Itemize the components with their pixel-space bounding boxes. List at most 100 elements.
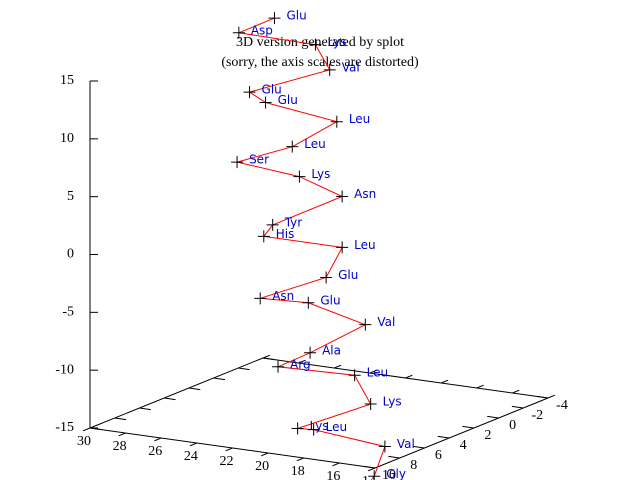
point	[232, 26, 245, 39]
x-tick	[369, 369, 377, 374]
point	[302, 296, 315, 309]
point	[307, 423, 320, 436]
x-tick	[296, 457, 304, 462]
x-tick	[154, 437, 162, 442]
x-tick-label: 16	[326, 469, 340, 480]
point-label: Glu	[278, 93, 298, 107]
z-tick-label: 5	[67, 189, 74, 204]
x-tick	[512, 389, 520, 394]
point-label: Leu	[349, 112, 370, 126]
x-tick-label: 30	[77, 434, 91, 449]
y-tick-label: -4	[556, 398, 568, 413]
point-label: Lys	[383, 395, 402, 409]
point	[231, 156, 244, 169]
point	[243, 86, 256, 99]
point-label: Lys	[311, 167, 330, 181]
x-tick	[440, 379, 449, 384]
z-tick-label: -10	[55, 362, 74, 377]
axis-line	[89, 357, 264, 429]
z-tick-label: 15	[60, 73, 74, 88]
y-tick	[213, 377, 226, 381]
point-label: Glu	[338, 268, 358, 282]
x-tick-label: 24	[184, 449, 198, 464]
point	[309, 38, 322, 51]
x-tick	[405, 374, 413, 379]
point	[293, 170, 306, 183]
x-tick	[367, 467, 376, 472]
z-tick-label: -15	[55, 420, 74, 435]
x-tick-label: 14	[362, 474, 376, 480]
x-tick	[82, 427, 91, 432]
point	[259, 96, 272, 109]
point-label: Leu	[354, 238, 375, 252]
y-tick	[511, 405, 524, 409]
point-label: Leu	[304, 137, 325, 151]
point-label: Asp	[251, 23, 273, 37]
point	[257, 230, 270, 243]
x-tick-label: 28	[113, 439, 127, 454]
point-label: Asn	[354, 187, 376, 201]
point-label: Leu	[367, 366, 388, 380]
point	[254, 292, 267, 305]
point-label: Ala	[322, 343, 341, 357]
y-tick	[164, 397, 176, 401]
point	[368, 470, 381, 480]
point-label: Asn	[272, 289, 294, 303]
point-label: Glu	[262, 83, 282, 97]
y-tick-label: 0	[509, 418, 516, 433]
point	[378, 440, 391, 453]
point	[348, 369, 361, 382]
point-label: Ser	[249, 153, 269, 167]
x-tick-label: 20	[255, 459, 269, 474]
point-label: Leu	[326, 420, 347, 434]
chart-title: 3D version generated by splot	[236, 35, 404, 50]
y-tick	[437, 435, 450, 439]
point	[286, 140, 299, 153]
point-label: Val	[377, 315, 395, 329]
x-tick	[334, 364, 342, 369]
point	[336, 190, 349, 203]
x-tick	[332, 462, 340, 467]
point-label: Val	[397, 437, 415, 451]
y-tick	[487, 415, 499, 419]
point-label: Glu	[286, 9, 306, 23]
z-tick-label: 10	[60, 131, 74, 146]
point	[336, 241, 349, 254]
y-tick-label: 6	[435, 448, 442, 463]
y-tick	[262, 357, 275, 361]
data-line	[236, 17, 386, 477]
y-tick	[536, 395, 549, 399]
point-label: His	[276, 227, 295, 241]
point	[266, 218, 279, 231]
point-label: Lys	[327, 35, 346, 49]
x-tick	[189, 442, 198, 447]
point	[330, 115, 343, 128]
point	[272, 360, 285, 373]
z-tick-label: 0	[67, 247, 74, 262]
y-tick	[388, 455, 400, 459]
y-tick	[412, 445, 425, 449]
point	[320, 271, 333, 284]
x-tick	[298, 359, 306, 364]
x-tick	[547, 394, 556, 399]
point	[323, 63, 336, 76]
y-tick	[139, 407, 151, 411]
point	[304, 346, 317, 359]
y-tick	[188, 387, 201, 391]
y-tick-label: 4	[460, 438, 467, 453]
point	[291, 422, 304, 435]
z-tick-label: -5	[62, 305, 74, 320]
y-tick-label: -2	[531, 408, 543, 423]
x-tick	[225, 447, 233, 452]
point-label: Glu	[320, 293, 340, 307]
chart-subtitle: (sorry, the axis scales are distorted)	[221, 55, 419, 70]
point	[364, 398, 377, 411]
x-tick	[261, 452, 269, 457]
y-tick	[363, 465, 376, 469]
point-label: Val	[342, 60, 360, 74]
y-tick	[114, 417, 127, 421]
y-tick-label: 2	[484, 428, 491, 443]
x-tick-label: 18	[291, 464, 305, 479]
x-tick	[476, 384, 484, 389]
